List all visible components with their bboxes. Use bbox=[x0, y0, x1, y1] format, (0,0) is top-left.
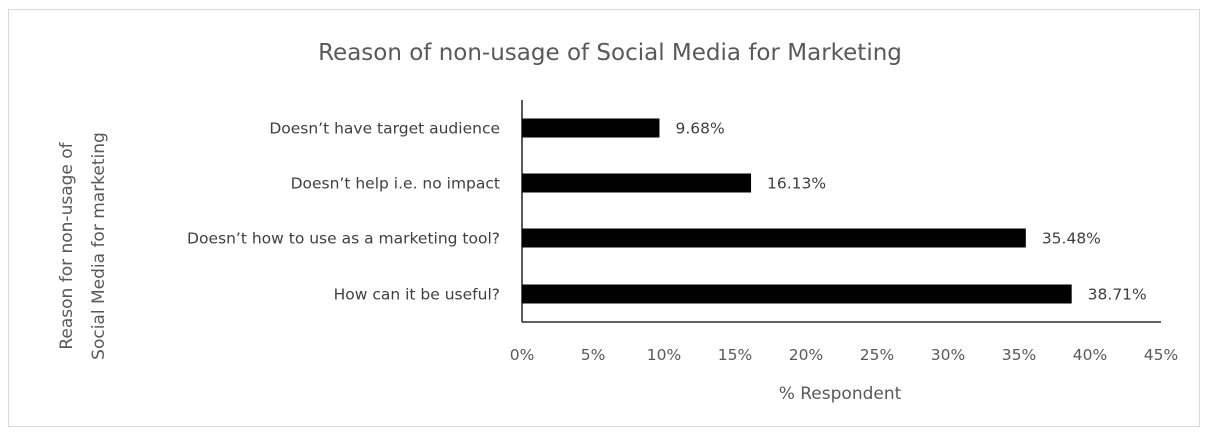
x-tick-label-30: 30% bbox=[931, 346, 965, 364]
category-label-4: How can it be useful? bbox=[334, 286, 500, 304]
bar-3 bbox=[522, 228, 1026, 248]
x-axis-title: % Respondent bbox=[779, 384, 902, 404]
x-tick-label-25: 25% bbox=[860, 346, 894, 364]
data-label-3: 35.48% bbox=[1042, 230, 1101, 248]
x-tick-label-40: 40% bbox=[1073, 346, 1107, 364]
x-tick-label-5: 5% bbox=[581, 346, 606, 364]
category-label-3: Doesn’t how to use as a marketing tool? bbox=[187, 230, 500, 248]
x-tick-label-35: 35% bbox=[1002, 346, 1036, 364]
plot-area: Doesn’t have target audience 9.68% Doesn’t… bbox=[187, 100, 1178, 364]
x-tick-label-0: 0% bbox=[510, 346, 535, 364]
chart-title: Reason of non-usage of Social Media for … bbox=[318, 40, 902, 66]
data-label-1: 9.68% bbox=[675, 120, 724, 138]
x-tick-label-20: 20% bbox=[789, 346, 823, 364]
y-axis-title-line-2: Social Media for marketing bbox=[89, 132, 109, 360]
bar-4 bbox=[522, 284, 1072, 304]
x-tick-label-10: 10% bbox=[647, 346, 681, 364]
x-tick-label-15: 15% bbox=[718, 346, 752, 364]
x-tick-label-45: 45% bbox=[1144, 346, 1178, 364]
category-label-1: Doesn’t have target audience bbox=[269, 120, 500, 138]
category-label-2: Doesn’t help i.e. no impact bbox=[291, 175, 500, 193]
bar-1 bbox=[522, 118, 660, 138]
bar-2 bbox=[522, 173, 752, 193]
y-axis-title-line-1: Reason for non-usage of bbox=[57, 141, 77, 349]
data-label-4: 38.71% bbox=[1088, 286, 1147, 304]
data-label-2: 16.13% bbox=[767, 175, 826, 193]
chart-frame bbox=[8, 9, 1200, 427]
y-axis-title: Reason for non-usage of Social Media for… bbox=[57, 132, 109, 360]
